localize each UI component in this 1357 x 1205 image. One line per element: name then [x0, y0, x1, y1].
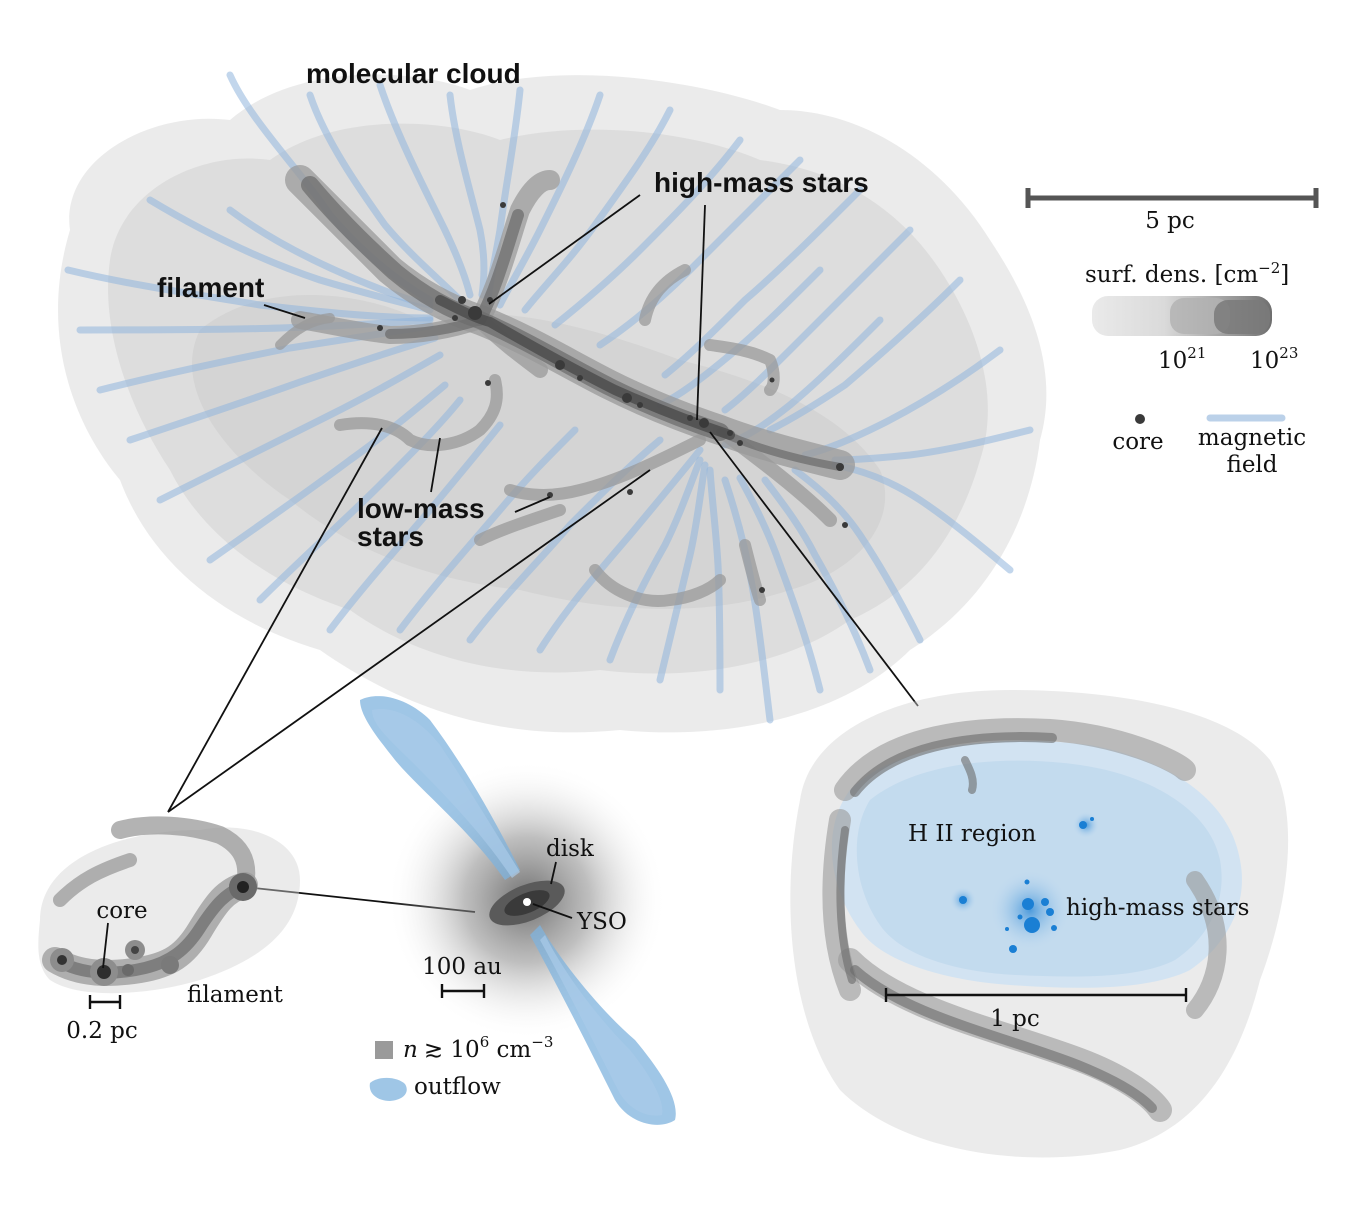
yso-zoom-panel: disk YSO 100 au n ≳ 106 cm−3 outflow: [360, 696, 676, 1125]
core-point: [627, 489, 633, 495]
high-mass-stars-label: high-mass stars: [654, 167, 869, 198]
filament-zoom-filament-label: filament: [187, 982, 284, 1008]
low-mass-stars-label-line1: low-mass: [357, 493, 485, 524]
high-mass-star: [1005, 927, 1009, 931]
low-mass-leader-1: [430, 437, 441, 493]
filament-core-center: [131, 946, 139, 954]
scale-label-100au: 100 au: [422, 954, 502, 980]
high-mass-leader-2: [696, 204, 706, 421]
scale-label-5pc: 5 pc: [1145, 208, 1195, 234]
density-legend-marker: [375, 1041, 393, 1059]
filament-zoom-panel: core filament 0.2 pc: [38, 816, 300, 1044]
filament-core-center: [237, 881, 249, 893]
core-point: [468, 306, 482, 320]
outflow-legend-marker: [369, 1077, 407, 1101]
hii-zoom-panel: H II region high-mass stars 1 pc: [790, 690, 1289, 1158]
filament-label: filament: [157, 272, 264, 303]
cloud-labels: molecular cloud filament high-mass stars…: [157, 58, 869, 552]
scale-label-0.2pc: 0.2 pc: [66, 1018, 138, 1044]
molecular-cloud: molecular cloud filament high-mass stars…: [58, 58, 1047, 733]
core-legend-marker: [1135, 414, 1145, 424]
high-mass-star: [1046, 908, 1054, 916]
core-point: [842, 522, 848, 528]
high-mass-star: [1051, 925, 1057, 931]
high-mass-star: [1009, 945, 1017, 953]
magnetic-field-legend-label-1: magnetic: [1198, 425, 1306, 451]
high-mass-star: [1079, 821, 1087, 829]
hii-high-mass-stars-label: high-mass stars: [1066, 895, 1249, 921]
yso-star: [523, 898, 531, 906]
density-legend-label: n ≳ 106 cm−3: [403, 1033, 553, 1063]
core-point: [485, 380, 491, 386]
star-cluster-glow: [988, 868, 1072, 952]
disk-leader: [550, 861, 557, 885]
colorbar-tick-low: 1021: [1158, 344, 1206, 374]
core-point: [458, 296, 466, 304]
high-mass-star: [1041, 898, 1049, 906]
hii-high-mass-stars: [949, 811, 1100, 953]
filament-core-center: [97, 965, 111, 979]
hii-region-inner: [856, 760, 1222, 977]
filament-core-blob: [122, 964, 134, 976]
filament-leader: [263, 304, 306, 319]
outflow-legend-label: outflow: [414, 1074, 501, 1100]
core-point: [687, 415, 693, 421]
core-point: [737, 440, 743, 446]
surface-density-title: surf. dens. [cm−2]: [1085, 259, 1289, 288]
hii-region-label: H II region: [908, 821, 1036, 847]
magnetic-field-legend-label-2: field: [1226, 452, 1277, 478]
high-mass-star: [1017, 914, 1023, 920]
cloud-cores: [377, 202, 848, 593]
scale-label-1pc: 1 pc: [990, 1006, 1040, 1032]
core-point: [769, 377, 775, 383]
filament-core-center: [57, 955, 67, 965]
high-mass-star: [1090, 817, 1094, 821]
high-mass-star: [1022, 898, 1034, 910]
zoom-line-filament-right: [167, 469, 651, 813]
core-point: [836, 463, 844, 471]
core-point: [555, 360, 565, 370]
high-mass-star: [1024, 879, 1030, 885]
core-point: [377, 325, 383, 331]
core-point: [699, 418, 709, 428]
filament-core-blob: [161, 956, 179, 974]
legend: 5 pc surf. dens. [cm−2] 1021 1023 core m…: [1025, 188, 1319, 478]
core-leader: [102, 922, 109, 969]
disk-label: disk: [546, 836, 595, 862]
core-point: [637, 402, 643, 408]
low-mass-leader-2: [514, 496, 551, 513]
high-mass-star: [1024, 917, 1040, 933]
core-point: [727, 430, 733, 436]
core-point: [577, 375, 583, 381]
filament-zoom-core-label: core: [96, 898, 147, 924]
yso-label: YSO: [576, 909, 627, 935]
filament-network: [275, 165, 855, 607]
zoom-line-filament-left: [167, 427, 383, 813]
core-point: [452, 315, 458, 321]
cloud-title: molecular cloud: [306, 58, 521, 89]
high-mass-star: [959, 896, 967, 904]
high-mass-leader-1: [488, 194, 641, 305]
hii-region-fill: [831, 740, 1242, 988]
outflow-upper: [360, 696, 520, 880]
zoom-line-hii: [709, 431, 919, 707]
yso-leader: [532, 903, 573, 919]
outflow-lower: [530, 925, 676, 1125]
core-point: [622, 393, 632, 403]
colorbar-high-band: [1214, 300, 1270, 334]
zoom-lines: [167, 427, 919, 913]
core-point: [547, 492, 553, 498]
core-legend-label: core: [1112, 429, 1163, 455]
core-point: [759, 587, 765, 593]
colorbar-tick-high: 1023: [1250, 344, 1298, 374]
core-point: [500, 202, 506, 208]
low-mass-stars-label-line2: stars: [357, 521, 424, 552]
